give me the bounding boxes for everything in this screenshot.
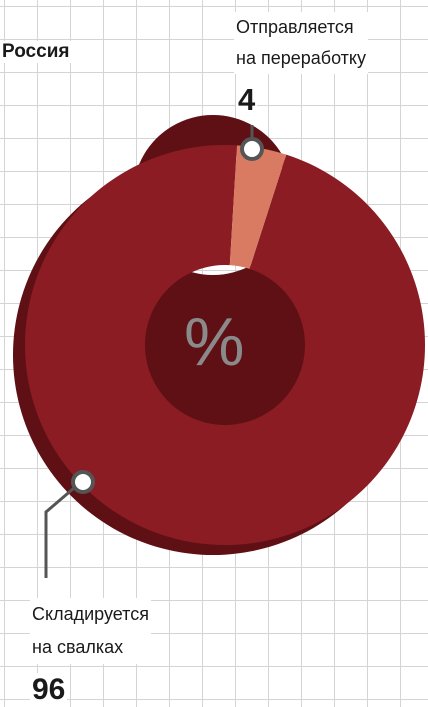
slice-value-landfill: 96 — [30, 673, 68, 707]
slice-recycle — [229, 145, 287, 269]
landfill-label-line1: Складируется — [32, 604, 149, 624]
chart-title: Россия — [0, 41, 72, 63]
recycle-label-line2: на переработку — [236, 48, 366, 68]
marker-recycle — [240, 137, 264, 161]
marker-landfill — [71, 470, 95, 494]
slice-landfill — [25, 145, 426, 546]
slice-value-recycle: 4 — [236, 82, 258, 118]
landfill-label-line2: на свалках — [32, 637, 124, 657]
recycle-label-line1: Отправляется — [236, 17, 354, 37]
slice-label-landfill: Складируется на свалках — [30, 598, 151, 664]
center-percent-symbol: % — [184, 304, 245, 380]
slice-label-recycle: Отправляется на переработку — [234, 12, 368, 74]
connector-landfill — [44, 480, 82, 578]
